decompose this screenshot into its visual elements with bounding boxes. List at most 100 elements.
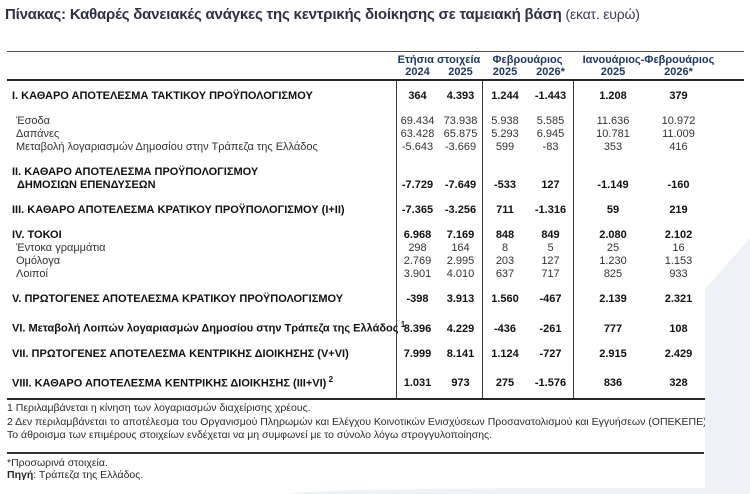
page-bottom-edge (290, 488, 750, 494)
value-cell: 8.141 (446, 347, 475, 360)
column-divider-1 (396, 81, 397, 399)
value-cell: -533 (493, 179, 517, 191)
table-row: V. ΠΡΩΤΟΓΕΝΕΣ ΑΠΟΤΕΛΕΣΜΑ ΚΡΑΤΙΚΟΥ ΠΡΟΫΠΟ… (7, 293, 744, 306)
value-cell: 2.139 (599, 293, 627, 305)
column-header-feb-2025: 2025 (492, 66, 518, 78)
value-cell: 73.938 (443, 115, 478, 127)
table-row: Μεταβολή λογαριασμών Δημοσίου στην Τράπε… (7, 141, 744, 154)
value-cell: 1.153 (664, 255, 693, 267)
table-row: Ομόλογα 2.769 2.995 203 127 1.230 1.153 (7, 255, 744, 268)
value-cell: -7.729 (401, 179, 434, 191)
value-cell: 1.031 (403, 377, 432, 390)
footnotes: 1 Περιλαμβάνεται η κίνηση των λογαριασμώ… (7, 402, 727, 443)
page-title: Πίνακας: Καθαρές δανειακές ανάγκες της κ… (5, 4, 745, 25)
row-label: Μεταβολή λογαριασμών Δημοσίου στην Τράπε… (16, 141, 318, 153)
value-cell: 298 (408, 242, 427, 254)
value-cell: 65.875 (443, 128, 478, 140)
value-cell: 849 (541, 229, 560, 241)
value-cell: 711 (496, 204, 514, 216)
row-label: Δαπάνες (16, 128, 60, 140)
value-cell: 108 (669, 322, 688, 335)
value-cell: 69.434 (400, 115, 435, 127)
value-cell: 2.769 (403, 255, 432, 267)
value-cell: 379 (669, 90, 688, 102)
value-cell: 777 (603, 322, 623, 335)
table-row: Δαπάνες 63.428 65.875 5.293 6.945 10.781 11.00… (7, 128, 744, 141)
value-cell: 127 (541, 255, 560, 267)
row-label-line2: ΔΗΜΟΣΙΩΝ ΕΠΕΝΔΥΣΕΩΝ (17, 179, 156, 191)
value-cell: 63.428 (400, 128, 435, 140)
column-header-annual-2025: 2025 (448, 66, 473, 78)
row-label: Λοιποί (16, 268, 48, 280)
table-row: ΙΙ. ΚΑΘΑΡΟ ΑΠΟΤΕΛΕΣΜΑ ΠΡΟΫΠΟΛΟΓΙΣΜΟΥ ΔΗΜΟ… (7, 166, 744, 192)
value-cell: -7.649 (444, 179, 477, 191)
row-label: VII. ΠΡΩΤΟΓΕΝΕΣ ΑΠΟΤΕΛΕΣΜΑ ΚΕΝΤΡΙΚΗΣ ΔΙΟ… (12, 347, 349, 360)
footnote-2: 2 Δεν περιλαμβάνεται το αποτέλεσμα του Ο… (7, 415, 710, 428)
value-cell: 10.972 (661, 115, 696, 127)
footnote-marker: 2 (326, 374, 334, 384)
source-text: : Τράπεζα της Ελλάδος. (33, 469, 144, 481)
value-cell: 836 (603, 377, 623, 390)
table-body: Ι. ΚΑΘΑΡΟ ΑΠΟΤΕΛΕΣΜΑ ΤΑΚΤΙΚΟΥ ΠΡΟΫΠΟΛΟΓΙ… (7, 81, 744, 401)
header-year-row: 2024 2025 2025 2026* 2025 2026* (7, 66, 744, 78)
value-cell: 4.229 (446, 322, 475, 335)
value-cell: -436 (493, 322, 517, 335)
value-cell: 2.321 (664, 293, 693, 305)
table-row: Έσοδα 69.434 73.938 5.938 5.585 11.636 10.972 (7, 115, 744, 128)
value-cell: 637 (495, 268, 515, 280)
table-row: VI. Μεταβολή Λοιπών λογαριασμών Δημοσίου… (7, 318, 744, 336)
value-cell: 933 (669, 268, 688, 280)
value-cell: -1.149 (597, 179, 629, 191)
value-cell: 11.636 (596, 115, 630, 127)
row-label: ΙΙ. ΚΑΘΑΡΟ ΑΠΟΤΕΛΕΣΜΑ ΠΡΟΫΠΟΛΟΓΙΣΜΟΥ ΔΗΜΟ… (7, 166, 396, 192)
value-cell: 2.102 (664, 229, 693, 241)
value-cell: -7.365 (401, 204, 434, 216)
value-cell: 5 (547, 242, 554, 254)
value-cell: 2.080 (599, 229, 627, 241)
value-cell: 973 (451, 377, 470, 390)
value-cell: 416 (669, 141, 688, 153)
value-cell: 2.915 (599, 347, 627, 360)
value-cell: 353 (603, 141, 623, 153)
value-cell: 219 (669, 204, 688, 216)
value-cell: 599 (495, 141, 515, 153)
value-cell: 275 (495, 377, 515, 390)
value-cell: 328 (669, 377, 688, 390)
value-cell: 5.938 (491, 115, 519, 127)
provisional-note: *Προσωρινά στοιχεία. (7, 457, 108, 469)
footnote-marker: 1 (398, 320, 406, 329)
value-cell: 7.169 (446, 229, 475, 241)
value-cell: 364 (408, 90, 427, 102)
value-cell: -3.256 (444, 204, 477, 216)
value-cell: 848 (495, 229, 515, 241)
value-cell: 16 (672, 242, 685, 254)
column-group-annual: Ετήσια στοιχεία (397, 54, 481, 66)
row-label: Ομόλογα (16, 255, 61, 267)
column-group-february: Φεβρουάριος (492, 54, 563, 66)
column-divider-3 (573, 81, 574, 399)
value-cell: -261 (539, 322, 562, 335)
table-row: Έντοκα γραμμάτια 298 164 8 5 25 16 (7, 242, 744, 255)
value-cell: 2.429 (664, 347, 693, 360)
value-cell: 7.999 (403, 347, 432, 360)
value-cell: -1.316 (534, 204, 567, 216)
row-label: V. ΠΡΩΤΟΓΕΝΕΣ ΑΠΟΤΕΛΕΣΜΑ ΚΡΑΤΙΚΟΥ ΠΡΟΫΠΟ… (12, 293, 344, 305)
page-title-text: Πίνακας: Καθαρές δανειακές ανάγκες της κ… (5, 6, 562, 23)
column-group-jan-feb: Ιανουάριος-Φεβρουάριος (582, 54, 715, 66)
value-cell: 6.968 (403, 229, 432, 241)
value-cell: 5.585 (536, 115, 565, 127)
value-cell: 3.913 (446, 293, 475, 305)
value-cell: 1.560 (491, 293, 519, 305)
row-label: IV. ΤΟΚΟΙ (12, 229, 62, 241)
value-cell: 1.230 (599, 255, 627, 267)
page-title-unit: (εκατ. ευρώ) (565, 6, 640, 22)
value-cell: 3.901 (403, 268, 432, 280)
value-cell: 825 (603, 268, 623, 280)
value-cell: -160 (667, 179, 690, 191)
table-row: Λοιποί 3.901 4.010 637 717 825 933 (7, 268, 744, 281)
row-label: Έσοδα (16, 115, 51, 127)
row-label: VI. Μεταβολή Λοιπών λογαριασμών Δημοσίου… (12, 320, 406, 335)
table-row: IV. ΤΟΚΟΙ 6.968 7.169 848 849 2.080 2.102 (7, 229, 744, 242)
value-cell: 1.124 (491, 347, 519, 360)
